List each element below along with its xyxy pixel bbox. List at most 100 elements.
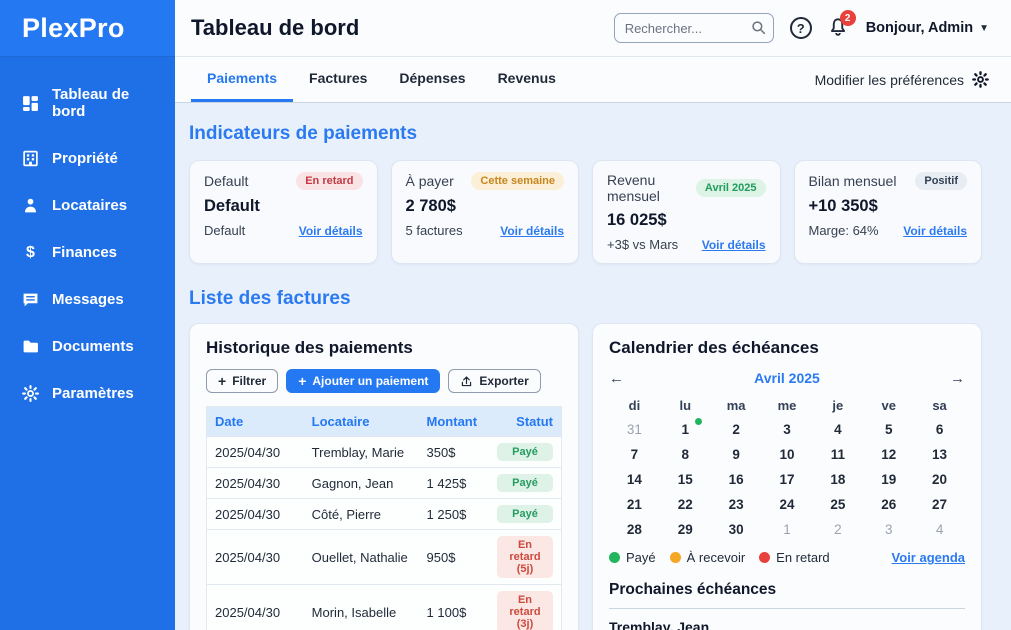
indicator-card-bilan: Bilan mensuel Positif +10 350$ Marge: 64%… — [793, 160, 982, 264]
calendar-day[interactable]: 23 — [728, 497, 744, 512]
calendar-nav: ← Avril 2025 → — [609, 370, 965, 386]
notifications-button[interactable]: 2 — [828, 10, 856, 39]
card-label: À payer — [405, 173, 454, 189]
status-badge: En retard (5j) — [496, 536, 553, 578]
calendar-day[interactable]: 19 — [881, 472, 897, 487]
search-box — [613, 13, 774, 43]
sidebar-item-locataires[interactable]: Locataires — [0, 182, 175, 229]
calendar-day[interactable]: 16 — [728, 472, 744, 487]
calendar-day[interactable]: 10 — [779, 447, 795, 462]
folder-icon — [22, 338, 39, 355]
calendar-day[interactable]: 2 — [834, 522, 842, 537]
calendar-day[interactable]: 1 — [783, 522, 791, 537]
main-column: Tableau de bord ? 2 Bonjour, Admin ▼ — [175, 0, 1011, 630]
notification-badge: 2 — [839, 10, 856, 26]
sidebar-item-finances[interactable]: $ Finances — [0, 229, 175, 276]
calendar-day[interactable]: 4 — [834, 422, 842, 437]
tab-depenses[interactable]: Dépenses — [399, 70, 466, 86]
calendar-day[interactable]: 17 — [779, 472, 795, 487]
cell-amount: 950$ — [418, 529, 489, 585]
sidebar-item-tableau-de-bord[interactable]: Tableau de bord — [0, 71, 175, 135]
next-month-icon[interactable]: → — [949, 369, 965, 387]
plus-icon: + — [298, 373, 307, 389]
calendar-day[interactable]: 24 — [779, 497, 795, 512]
card-details-link[interactable]: Voir détails — [298, 223, 363, 238]
calendar-day[interactable]: 26 — [881, 497, 897, 512]
calendar-day[interactable]: 9 — [732, 447, 740, 462]
user-menu[interactable]: Bonjour, Admin ▼ — [866, 20, 989, 36]
search-input[interactable] — [613, 13, 774, 43]
tab-factures[interactable]: Factures — [309, 70, 368, 86]
cell-tenant: Gagnon, Jean — [303, 467, 419, 499]
status-badge: Payé — [497, 505, 553, 523]
cell-amount: 1 250$ — [418, 498, 489, 530]
dashboard-icon — [22, 95, 39, 112]
paid-event-dot — [694, 418, 702, 425]
sidebar-item-documents[interactable]: Documents — [0, 323, 175, 370]
calendar-day[interactable]: 22 — [677, 497, 693, 512]
help-button[interactable]: ? — [789, 17, 812, 39]
calendar-day[interactable]: 21 — [626, 497, 642, 512]
calendar-month-label: Avril 2025 — [754, 370, 820, 386]
calendar-day[interactable]: 15 — [677, 472, 693, 487]
indicator-card-default: Default En retard Default Default Voir dét… — [189, 160, 378, 264]
card-details-link[interactable]: Voir détails — [903, 223, 967, 238]
calendar-day[interactable]: 25 — [830, 497, 846, 512]
plus-icon: + — [218, 373, 227, 389]
indicator-card-revenu: Revenu mensuel Avril 2025 16 025$ +3$ vs … — [592, 160, 781, 264]
header-actions: ? 2 Bonjour, Admin ▼ — [613, 10, 989, 43]
app-logo: PlexPro — [0, 0, 175, 57]
table-row: 2025/04/30 Gagnon, Jean 1 425$ Payé — [206, 467, 562, 499]
calendar-title: Calendrier des échéances — [609, 338, 819, 357]
page-title: Tableau de bord — [191, 15, 360, 40]
calendar-day[interactable]: 7 — [630, 447, 639, 462]
status-badge: En retard (3j) — [496, 591, 553, 630]
tab-revenus[interactable]: Revenus — [497, 70, 556, 86]
calendar-day[interactable]: 13 — [932, 447, 948, 462]
tab-paiements[interactable]: Paiements — [191, 57, 294, 102]
calendar-day[interactable]: 4 — [935, 522, 944, 537]
prev-month-icon[interactable]: ← — [609, 369, 624, 387]
cell-amount: 1 100$ — [418, 584, 489, 630]
sidebar-item-messages[interactable]: Messages — [0, 276, 175, 323]
add-payment-button[interactable]: + Ajouter un paiement — [286, 369, 441, 393]
search-icon — [752, 21, 765, 35]
filter-button[interactable]: + Filtrer — [206, 369, 279, 393]
sidebar-item-propriete[interactable]: Propriété — [0, 135, 175, 182]
calendar-day[interactable]: 20 — [932, 472, 948, 487]
agenda-link[interactable]: Voir agenda — [891, 550, 965, 565]
calendar-day[interactable]: 31 — [626, 422, 642, 437]
calendar-day[interactable]: 8 — [681, 447, 690, 462]
late-dot-icon — [759, 552, 771, 563]
calendar-day[interactable]: 29 — [677, 522, 693, 537]
calendar-day[interactable]: 18 — [830, 472, 846, 487]
sidebar-item-parametres[interactable]: Paramètres — [0, 370, 175, 417]
legend-label: À recevoir — [686, 550, 746, 565]
card-value: 16 025$ — [607, 211, 667, 229]
indicators-heading: Indicateurs de paiements — [189, 123, 418, 144]
chevron-down-icon: ▼ — [979, 22, 989, 34]
card-subtext: 5 factures — [405, 223, 463, 238]
calendar-day[interactable]: 3 — [783, 422, 791, 437]
card-details-link[interactable]: Voir détails — [701, 237, 766, 252]
calendar-day[interactable]: 6 — [935, 422, 944, 437]
card-subtext: Marge: 64% — [808, 223, 879, 238]
cell-tenant: Tremblay, Marie — [303, 436, 419, 468]
calendar-day[interactable]: 11 — [830, 447, 845, 462]
legend-label: Payé — [626, 550, 656, 565]
calendar-day[interactable]: 14 — [626, 472, 642, 487]
calendar-day[interactable]: 5 — [884, 422, 893, 437]
tenant-icon — [22, 197, 39, 214]
preferences-button[interactable]: Modifier les préférences — [815, 57, 989, 102]
card-details-link[interactable]: Voir détails — [500, 223, 564, 238]
calendar-day[interactable]: 27 — [932, 497, 948, 512]
card-value: Default — [204, 197, 260, 215]
calendar-day[interactable]: 1 — [660, 417, 711, 442]
export-button[interactable]: Exporter — [448, 369, 541, 393]
calendar-day[interactable]: 28 — [626, 522, 642, 537]
card-subtext: Default — [204, 223, 246, 238]
calendar-day[interactable]: 2 — [732, 422, 740, 437]
calendar-day[interactable]: 3 — [884, 522, 893, 537]
calendar-day[interactable]: 30 — [728, 522, 744, 537]
calendar-day[interactable]: 12 — [881, 447, 897, 462]
